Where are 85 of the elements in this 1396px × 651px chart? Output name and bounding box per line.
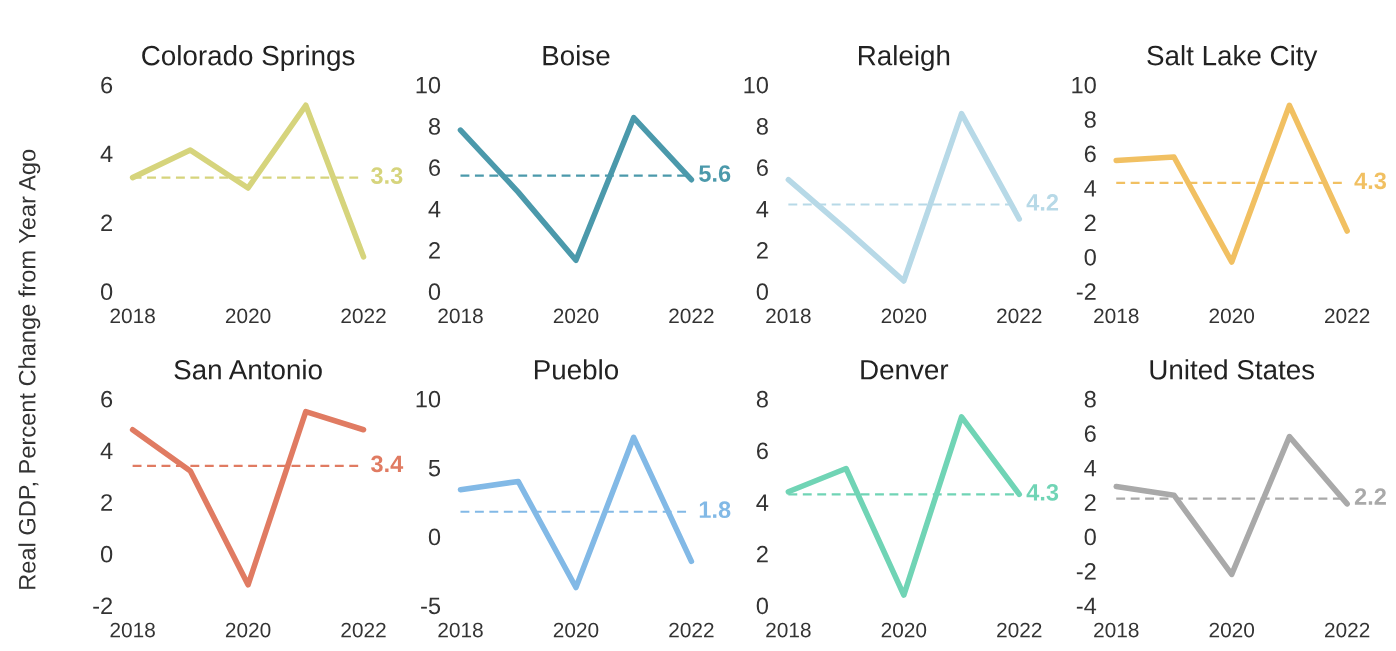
chart-title: San Antonio bbox=[174, 359, 322, 380]
y-tick-label: 10 bbox=[416, 76, 441, 94]
x-tick-label: 2020 bbox=[1209, 308, 1255, 324]
y-tick-label: 6 bbox=[101, 76, 113, 94]
x-tick-label: 2020 bbox=[553, 622, 599, 638]
x-tick-label: 2020 bbox=[553, 308, 599, 324]
chart-title: Colorado Springs bbox=[142, 45, 355, 71]
y-tick-label: 6 bbox=[756, 442, 768, 460]
y-tick-label: 8 bbox=[1084, 111, 1096, 128]
y-tick-label: -4 bbox=[1076, 597, 1097, 614]
y-tick-label: 2 bbox=[756, 242, 768, 259]
x-tick-label: 2022 bbox=[669, 308, 714, 324]
y-tick-label: 4 bbox=[1084, 180, 1097, 197]
y-tick-label: 0 bbox=[428, 528, 441, 546]
y-tick-label: 0 bbox=[428, 283, 441, 301]
y-tick-label: 4 bbox=[100, 442, 113, 459]
y-tick-label: 4 bbox=[756, 494, 769, 511]
y-tick-label: 2 bbox=[1084, 214, 1096, 231]
y-tick-label: 8 bbox=[428, 118, 441, 135]
ref-line-label: 2.2 bbox=[1354, 488, 1386, 505]
x-tick-label: 2022 bbox=[341, 308, 386, 324]
x-tick-label: 2020 bbox=[225, 308, 271, 324]
x-tick-label: 2018 bbox=[1094, 308, 1139, 324]
y-tick-label: 8 bbox=[756, 390, 768, 408]
y-tick-label: 6 bbox=[429, 159, 441, 177]
x-tick-label: 2018 bbox=[110, 622, 155, 638]
y-tick-label: 0 bbox=[1084, 248, 1096, 266]
y-tick-label: 2 bbox=[429, 242, 440, 259]
y-axis-title: Real GDP, Percent Change from Year Ago bbox=[18, 149, 41, 589]
y-tick-label: 4 bbox=[1084, 459, 1097, 477]
x-tick-label: 2018 bbox=[438, 308, 483, 324]
y-tick-label: 4 bbox=[428, 200, 441, 218]
x-tick-label: 2020 bbox=[225, 622, 271, 638]
y-tick-label: 6 bbox=[1084, 145, 1096, 163]
y-tick-label: 10 bbox=[416, 390, 441, 408]
ref-line-label: 4.3 bbox=[1354, 172, 1387, 190]
x-tick-label: 2018 bbox=[766, 308, 811, 324]
x-tick-label: 2018 bbox=[1094, 622, 1139, 638]
x-tick-label: 2020 bbox=[881, 308, 927, 324]
y-tick-label: 10 bbox=[1072, 76, 1096, 94]
x-tick-label: 2018 bbox=[438, 622, 483, 638]
x-tick-label: 2022 bbox=[1325, 308, 1370, 324]
ref-line-label: 3.3 bbox=[370, 167, 403, 184]
y-tick-label: 2 bbox=[1084, 494, 1096, 511]
x-tick-label: 2020 bbox=[881, 622, 927, 638]
y-tick-label: -2 bbox=[93, 597, 112, 614]
x-tick-label: 2022 bbox=[341, 622, 386, 638]
x-tick-label: 2022 bbox=[997, 308, 1042, 324]
y-tick-label: 0 bbox=[1084, 528, 1096, 546]
chart-title: Denver bbox=[861, 360, 949, 380]
y-tick-label: 0 bbox=[756, 283, 768, 301]
y-tick-label: 8 bbox=[1084, 390, 1096, 408]
y-tick-label: 4 bbox=[756, 200, 769, 218]
ref-line-label: 4.2 bbox=[1026, 194, 1059, 211]
x-tick-label: 2022 bbox=[1325, 622, 1370, 638]
ref-line-label: 3.4 bbox=[370, 455, 404, 473]
y-tick-label: 2 bbox=[756, 545, 768, 563]
x-tick-label: 2022 bbox=[669, 622, 714, 638]
x-tick-label: 2018 bbox=[766, 622, 811, 638]
ref-line-label: 5.6 bbox=[699, 165, 731, 182]
y-tick-label: 2 bbox=[101, 214, 112, 231]
chart-title: Boise bbox=[543, 45, 610, 66]
x-tick-label: 2020 bbox=[1209, 622, 1255, 638]
y-tick-label: 0 bbox=[100, 283, 113, 301]
y-tick-label: 2 bbox=[101, 494, 112, 511]
y-tick-label: 0 bbox=[756, 597, 768, 615]
ref-line-label: 4.3 bbox=[1026, 483, 1059, 501]
y-tick-label: 6 bbox=[1084, 425, 1096, 442]
y-tick-label: 6 bbox=[756, 159, 768, 177]
y-tick-label: -2 bbox=[1076, 563, 1096, 580]
x-tick-label: 2022 bbox=[997, 622, 1042, 638]
chart-title: Pueblo bbox=[534, 359, 619, 380]
y-tick-label: 10 bbox=[744, 76, 768, 94]
x-tick-label: 2018 bbox=[110, 308, 155, 324]
y-tick-label: 8 bbox=[756, 118, 768, 135]
chart-title: United States bbox=[1150, 359, 1315, 380]
chart-title: Raleigh bbox=[859, 45, 950, 71]
y-tick-label: 4 bbox=[100, 145, 113, 163]
y-tick-label: 6 bbox=[101, 390, 113, 408]
chart-title: Salt Lake City bbox=[1147, 45, 1318, 71]
y-tick-label: 5 bbox=[428, 459, 441, 477]
y-tick-label: 0 bbox=[100, 545, 113, 563]
y-tick-label: -5 bbox=[421, 597, 441, 615]
y-tick-label: -2 bbox=[1076, 283, 1096, 300]
ref-line-label: 1.8 bbox=[699, 501, 731, 519]
